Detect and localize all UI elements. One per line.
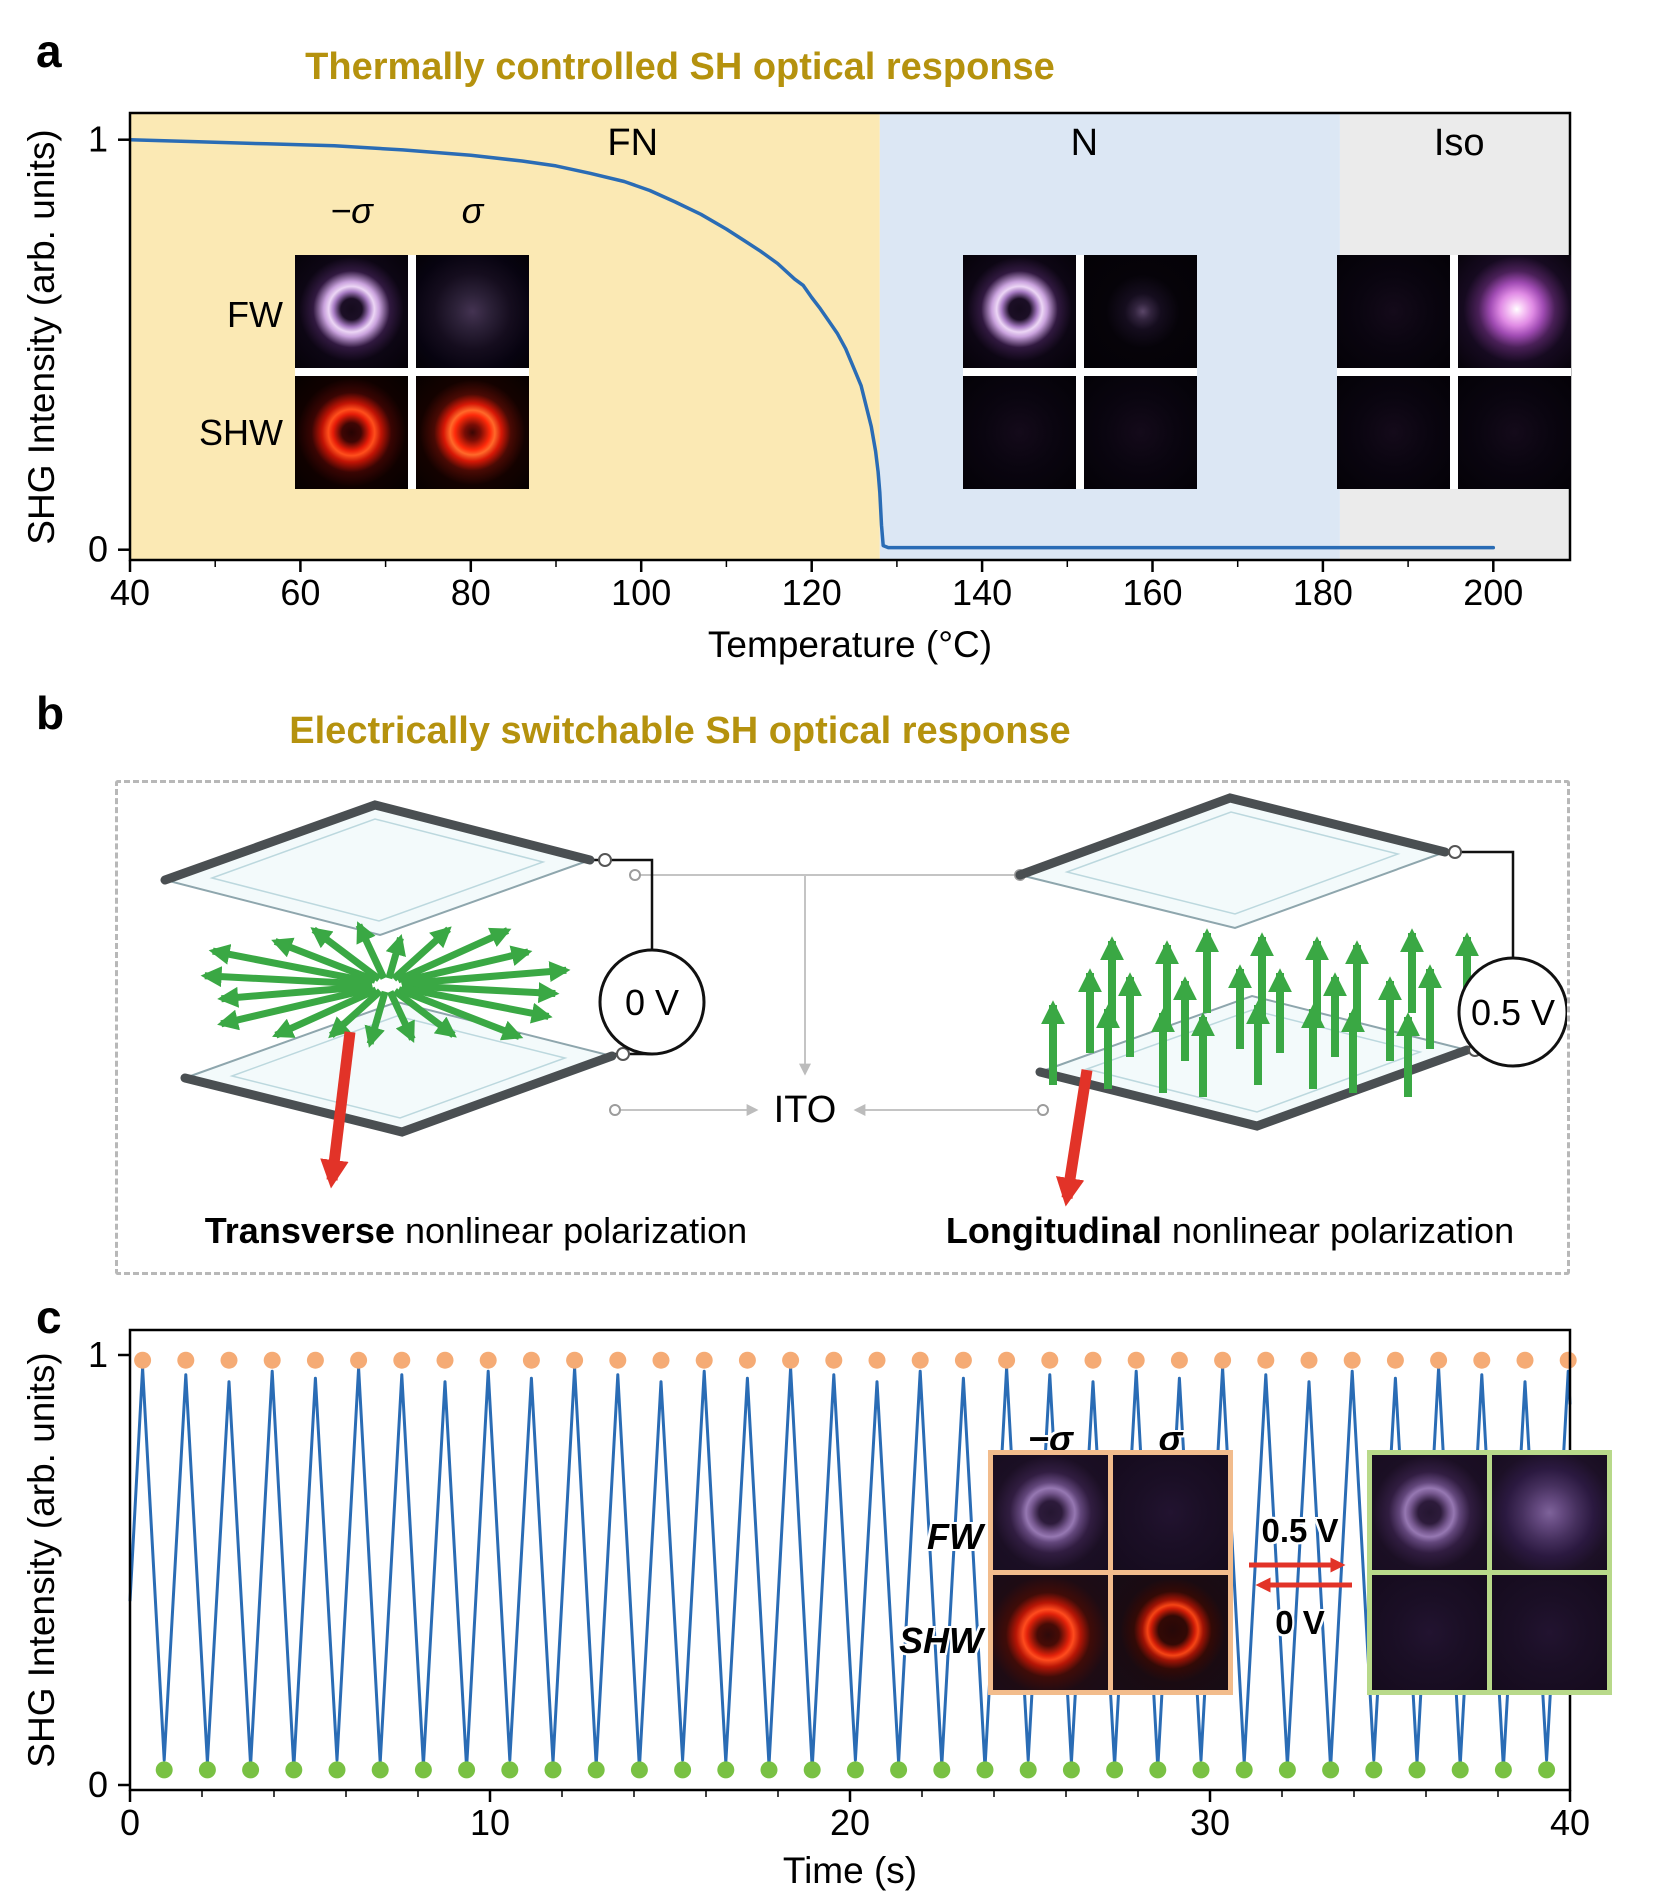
svg-text:120: 120 (782, 572, 842, 613)
svg-text:200: 200 (1463, 572, 1523, 613)
c0v-shw-minus-sigma-image (993, 1575, 1108, 1690)
svg-text:30: 30 (1190, 1802, 1230, 1843)
svg-text:40: 40 (1550, 1802, 1590, 1843)
svg-text:180: 180 (1293, 572, 1353, 613)
switch-up-voltage-label: 0.5 V (1261, 1512, 1339, 1549)
fn-fw-sigma-image (416, 255, 529, 368)
longitudinal-caption-rest: nonlinear polarization (1161, 1210, 1515, 1251)
n-shw-minus-sigma-image (963, 376, 1076, 489)
beam-images-n (963, 255, 1197, 489)
left-bottom-terminal (616, 1047, 630, 1061)
ito-label: ITO (774, 1089, 837, 1131)
shw-row-label-c: SHW (899, 1620, 983, 1661)
panel-b-title: Electrically switchable SH optical respo… (289, 710, 1071, 752)
c05v-shw-sigma-image (1492, 1575, 1607, 1690)
svg-text:Temperature (°C): Temperature (°C) (708, 624, 992, 665)
svg-text:100: 100 (611, 572, 671, 613)
panel-b-label: b (36, 687, 65, 739)
transverse-director-arrows (200, 921, 571, 1048)
iso-fw-sigma-image (1458, 255, 1571, 368)
left-top-electrode (161, 803, 594, 937)
fn-shw-minus-sigma-image (295, 376, 408, 489)
svg-text:60: 60 (280, 572, 320, 613)
iso-fw-minus-sigma-image (1337, 255, 1450, 368)
longitudinal-caption: Longitudinal nonlinear polarization (880, 1210, 1580, 1252)
switch-arrows-icon (1249, 1557, 1352, 1593)
fw-row-label-c: FW (927, 1516, 983, 1557)
c0v-fw-minus-sigma-image (993, 1455, 1108, 1570)
svg-text:0: 0 (120, 1802, 140, 1843)
svg-text:FN: FN (607, 122, 658, 164)
beam-images-05v (1367, 1450, 1612, 1695)
transverse-caption: Transverse nonlinear polarization (120, 1210, 832, 1252)
n-fw-minus-sigma-image (963, 255, 1076, 368)
c05v-shw-minus-sigma-image (1372, 1575, 1487, 1690)
left-voltage-source (598, 948, 706, 1056)
c05v-fw-sigma-image (1492, 1455, 1607, 1570)
left-bottom-electrode (181, 1000, 616, 1134)
svg-text:0: 0 (88, 1764, 108, 1805)
svg-text:40: 40 (110, 572, 150, 613)
left-voltage-label: 0 V (625, 982, 679, 1023)
fn-shw-sigma-image (416, 376, 529, 489)
beam-images-0v (988, 1450, 1233, 1695)
right-top-electrode (1016, 796, 1449, 930)
svg-text:Iso: Iso (1434, 122, 1485, 164)
right-voltage-source (1457, 956, 1567, 1068)
panel-a-label: a (36, 25, 62, 77)
right-top-terminal (1448, 845, 1462, 859)
longitudinal-caption-bold: Longitudinal (945, 1210, 1162, 1251)
svg-text:0: 0 (88, 529, 108, 570)
svg-text:80: 80 (451, 572, 491, 613)
sigma-label-c: σ (1158, 1418, 1183, 1459)
panel-a-title: Thermally controlled SH optical response (305, 46, 1055, 88)
left-cell: 0 V (160, 800, 706, 1189)
right-voltage-label: 0.5 V (1471, 992, 1555, 1033)
left-top-terminal (598, 853, 612, 867)
svg-text:140: 140 (952, 572, 1012, 613)
switching-shg-chart: 0 10 20 30 40 0 1 Time (s) SHG Intensity (arb. u… (21, 1328, 1590, 1891)
minus-sigma-label-a: −σ (330, 190, 373, 231)
svg-text:10: 10 (470, 1802, 510, 1843)
svg-text:20: 20 (830, 1802, 870, 1843)
sigma-label-a: σ (461, 190, 484, 231)
iso-shw-sigma-image (1458, 376, 1571, 489)
n-fw-sigma-image (1084, 255, 1197, 368)
svg-text:SHG Intensity (arb. units): SHG Intensity (arb. units) (21, 129, 62, 544)
right-polarization-arrow (1055, 1069, 1093, 1207)
fw-row-label-a: FW (227, 294, 283, 335)
transverse-caption-bold: Transverse (204, 1210, 395, 1251)
panel-c-label: c (36, 1291, 62, 1343)
beam-images-fn (295, 255, 529, 489)
fn-fw-minus-sigma-image (295, 255, 408, 368)
shw-row-label-a: SHW (199, 412, 283, 453)
svg-text:N: N (1071, 122, 1098, 164)
ito-wiring (609, 869, 1049, 1116)
right-cell: 0.5 V (1015, 793, 1567, 1207)
svg-text:Time (s): Time (s) (783, 1850, 917, 1891)
iso-shw-minus-sigma-image (1337, 376, 1450, 489)
beam-images-iso (1337, 255, 1571, 489)
svg-text:SHG Intensity (arb. units): SHG Intensity (arb. units) (21, 1352, 62, 1767)
svg-text:160: 160 (1122, 572, 1182, 613)
transverse-caption-rest: nonlinear polarization (394, 1210, 748, 1251)
svg-text:1: 1 (88, 1334, 108, 1375)
c05v-fw-minus-sigma-image (1372, 1455, 1487, 1570)
left-polarization-arrow (320, 1031, 356, 1189)
panel-b-frame (115, 780, 1570, 1275)
svg-text:1: 1 (88, 119, 108, 160)
switch-down-voltage-label: 0 V (1275, 1604, 1325, 1641)
c0v-fw-sigma-image (1113, 1455, 1228, 1570)
n-shw-sigma-image (1084, 376, 1197, 489)
switching-cell-diagram: ITO 0 V (160, 793, 1567, 1207)
c0v-shw-sigma-image (1113, 1575, 1228, 1690)
